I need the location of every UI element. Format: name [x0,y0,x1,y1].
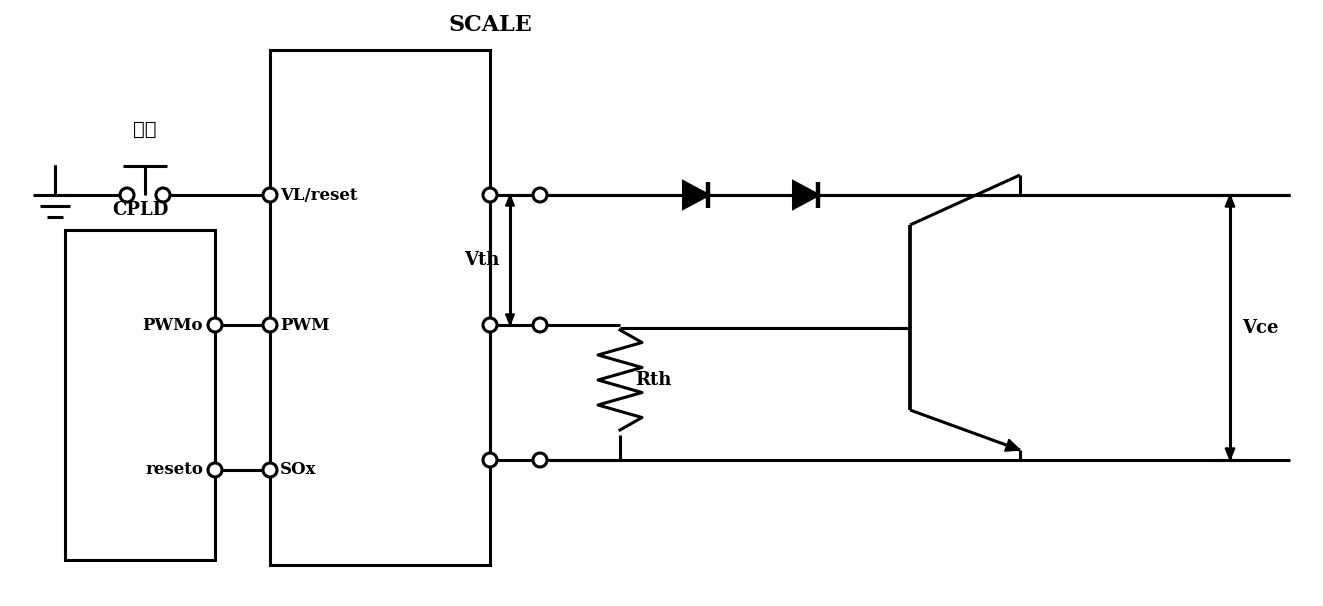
Circle shape [533,188,546,202]
Text: SCALE: SCALE [448,14,532,36]
Circle shape [483,188,497,202]
Circle shape [533,318,546,332]
Circle shape [208,318,222,332]
Text: PWM: PWM [280,316,329,333]
Text: VL/reset: VL/reset [280,187,357,204]
Circle shape [263,318,277,332]
Circle shape [263,463,277,477]
Circle shape [483,318,497,332]
Polygon shape [1225,195,1234,207]
Polygon shape [684,182,708,208]
Text: PWMo: PWMo [143,316,202,333]
Polygon shape [505,195,515,206]
Bar [65,230,216,560]
Circle shape [533,453,546,467]
Text: 复位: 复位 [134,121,156,139]
Polygon shape [1225,448,1234,460]
Circle shape [156,188,169,202]
Text: Rth: Rth [635,371,671,389]
Polygon shape [794,182,818,208]
Text: Vce: Vce [1242,319,1278,337]
Circle shape [120,188,134,202]
Bar [270,50,490,565]
Circle shape [208,463,222,477]
Text: reseto: reseto [146,462,202,479]
Text: Vth: Vth [464,251,500,269]
Text: CPLD: CPLD [112,201,168,219]
Text: SOx: SOx [280,462,316,479]
Circle shape [263,188,277,202]
Polygon shape [1004,439,1020,451]
Circle shape [483,453,497,467]
Polygon shape [505,314,515,325]
